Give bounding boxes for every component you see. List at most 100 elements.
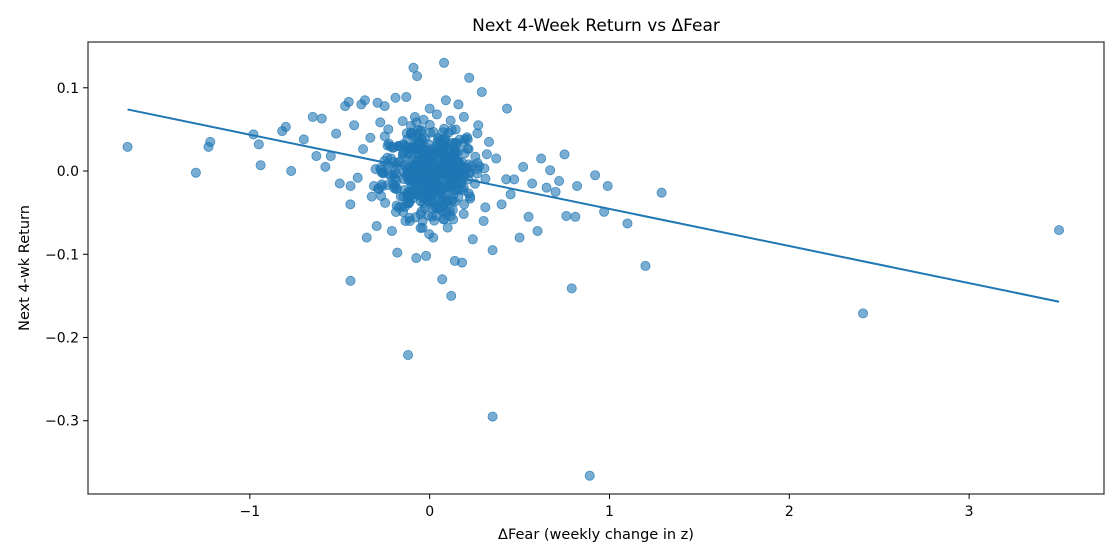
data-point <box>433 132 444 143</box>
data-point <box>622 218 633 229</box>
data-point <box>404 143 415 154</box>
data-point <box>476 86 487 97</box>
data-point <box>399 185 410 196</box>
trend-line <box>127 108 1060 303</box>
data-point <box>459 199 470 210</box>
y-tick-label: −0.3 <box>45 414 79 430</box>
data-point <box>359 95 370 106</box>
x-tick-label: 1 <box>605 504 614 520</box>
data-point <box>487 411 498 422</box>
data-point <box>311 151 322 162</box>
data-point <box>446 161 457 172</box>
data-point <box>458 111 469 122</box>
data-point <box>286 166 297 177</box>
plot-frame <box>87 41 1105 495</box>
data-point <box>464 168 475 179</box>
data-point <box>509 174 520 185</box>
data-point <box>345 275 356 286</box>
data-point <box>445 115 456 126</box>
data-point <box>478 215 489 226</box>
data-point <box>467 234 478 245</box>
data-point <box>447 195 458 206</box>
x-tick-label: −1 <box>240 504 261 520</box>
data-point <box>280 121 291 132</box>
data-point <box>439 57 450 68</box>
data-point <box>453 99 464 110</box>
points-layer <box>122 57 1065 481</box>
data-point <box>383 124 394 135</box>
data-point <box>501 103 512 114</box>
data-point <box>334 178 345 189</box>
y-tick-label: −0.2 <box>45 331 79 347</box>
data-point <box>401 91 412 102</box>
data-point <box>479 163 490 174</box>
y-tick-label: −0.1 <box>45 247 79 263</box>
data-point <box>307 111 318 122</box>
data-point <box>487 245 498 256</box>
data-point <box>441 180 452 191</box>
data-point <box>457 257 468 268</box>
data-point <box>426 194 437 205</box>
data-point <box>345 199 356 210</box>
data-point <box>450 124 461 135</box>
data-point <box>440 95 451 106</box>
data-point <box>448 214 459 225</box>
data-point <box>462 134 473 145</box>
data-point <box>427 211 438 222</box>
y-tick-label: 0.0 <box>57 164 79 180</box>
data-point <box>403 349 414 360</box>
y-axis-label: Next 4-wk Return <box>17 205 33 331</box>
data-point <box>481 149 492 160</box>
data-point <box>405 128 416 139</box>
data-point <box>365 132 376 143</box>
data-point <box>375 165 386 176</box>
data-point <box>415 126 426 137</box>
data-point <box>320 161 331 172</box>
data-point <box>421 161 432 172</box>
data-point <box>550 186 561 197</box>
data-point <box>398 148 409 159</box>
data-point <box>431 109 442 120</box>
data-point <box>491 153 502 164</box>
data-point <box>428 232 439 243</box>
data-point <box>375 117 386 128</box>
data-point <box>358 144 369 155</box>
data-point <box>371 221 382 232</box>
data-point <box>368 181 379 192</box>
data-point <box>404 215 415 226</box>
data-point <box>379 101 390 112</box>
data-point <box>392 247 403 258</box>
data-point <box>505 189 516 200</box>
data-point <box>426 173 437 184</box>
data-point <box>190 167 201 178</box>
data-point <box>437 274 448 285</box>
data-point <box>602 181 613 192</box>
x-tick-label: 2 <box>785 504 794 520</box>
data-point <box>414 143 425 154</box>
data-point <box>298 134 309 145</box>
data-point <box>472 158 483 169</box>
data-point <box>424 103 435 114</box>
data-point <box>352 172 363 183</box>
data-point <box>590 170 601 181</box>
data-point <box>390 92 401 103</box>
data-point <box>523 211 534 222</box>
data-point <box>345 181 356 192</box>
data-point <box>255 160 266 171</box>
data-point <box>640 260 651 271</box>
data-point <box>570 211 581 222</box>
x-axis-label: ΔFear (weekly change in z) <box>498 527 694 543</box>
data-point <box>203 141 214 152</box>
x-tick-label: 3 <box>965 504 974 520</box>
data-point <box>441 206 452 217</box>
x-axis-ticks: −1 0 1 2 3 <box>240 494 974 520</box>
data-point <box>361 232 372 243</box>
data-point <box>446 290 457 301</box>
data-point <box>559 149 570 160</box>
data-point <box>484 136 495 147</box>
data-point <box>527 178 538 189</box>
data-point <box>430 147 441 158</box>
trend-line-layer <box>127 108 1060 303</box>
data-point <box>417 215 428 226</box>
